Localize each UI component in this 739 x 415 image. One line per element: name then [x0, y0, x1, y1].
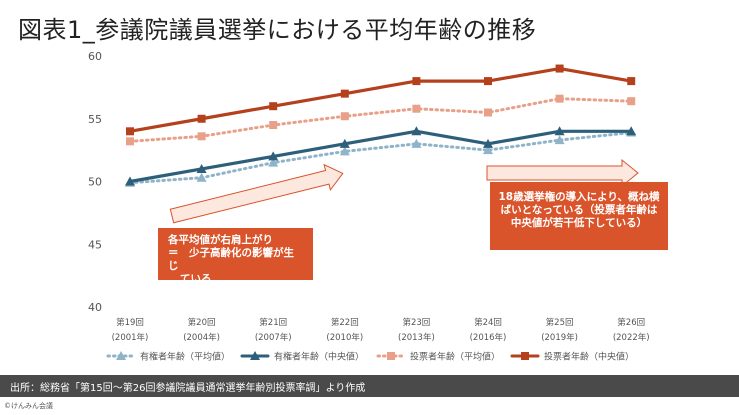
x-tick-label-year: (2004年): [183, 332, 220, 343]
data-point: [484, 108, 492, 117]
data-point: [627, 77, 636, 86]
data-point: [411, 138, 422, 148]
series-line-1: [128, 129, 633, 184]
data-point: [125, 176, 135, 186]
callout-trend-line2: ＝ 少子高齢化の影響が生じ: [168, 247, 294, 272]
x-tick-label-year: (2019年): [541, 332, 578, 343]
data-point: [196, 172, 207, 182]
source-text: 出所：総務省「第15回～第26回参議院議員通常選挙年齢別投票率調」より作成: [10, 383, 366, 394]
x-tick-label: 第20回: [188, 317, 216, 328]
source-bar: 出所：総務省「第15回～第26回参議院議員通常選挙年齢別投票率調」より作成: [0, 375, 739, 397]
x-tick-label-year: (2010年): [326, 332, 363, 343]
data-point: [126, 127, 134, 136]
x-tick-label-year: (2013年): [398, 332, 435, 343]
data-point: [269, 121, 278, 130]
data-point: [339, 138, 350, 148]
data-point: [339, 146, 350, 156]
y-tick-label: 50: [88, 176, 102, 189]
legend-marker: [521, 352, 529, 360]
data-point: [340, 112, 349, 121]
legend-marker: [250, 351, 260, 360]
copyright: ©けんみん会議: [4, 402, 53, 410]
y-tick-label: 45: [88, 238, 102, 251]
data-point: [412, 104, 421, 113]
callout-flat: 18歳選挙権の導入により、概ね横 ばいとなっている（投票者年齢は 中央値が若干低…: [490, 182, 668, 250]
y-tick-label: 40: [88, 301, 102, 314]
x-tick-label: 第22回: [331, 317, 359, 328]
x-tick-label: 第24回: [474, 317, 502, 328]
data-point: [483, 145, 493, 155]
y-tick-label: 60: [88, 50, 102, 63]
x-tick-label: 第19回: [116, 317, 144, 328]
callout-trend-line3: ている: [180, 273, 212, 285]
data-point: [268, 157, 279, 167]
data-point: [197, 132, 206, 141]
trend-arrow-right: [486, 158, 639, 188]
data-point: [268, 151, 279, 161]
legend-label: 投票者年齢（中央値）: [544, 351, 634, 363]
legend-marker: [387, 352, 395, 360]
legend-label: 投票者年齢（平均値）: [410, 351, 500, 363]
data-point: [196, 163, 207, 173]
series-line-0: [128, 131, 633, 185]
trend-arrow-left: [169, 163, 344, 224]
callout-trend: 各平均値が右肩上がり ＝ 少子高齢化の影響が生じ ている: [158, 228, 313, 285]
x-tick-label: 第25回: [546, 317, 574, 328]
page-title: 図表1_参議院議員選挙における平均年齢の推移: [18, 16, 537, 44]
x-tick-label: 第26回: [617, 317, 645, 328]
line-chart: 40 45 50 55 60 第19回 (2001年) 第20回 (2004年) 第21回 (200…: [88, 50, 650, 363]
x-tick-label-year: (2007年): [255, 332, 292, 343]
x-tick-label: 第23回: [402, 317, 430, 328]
series-line-2: [128, 97, 633, 143]
data-point: [555, 94, 564, 103]
x-tick-label-year: (2001年): [112, 332, 149, 343]
data-point: [554, 126, 565, 136]
callout-flat-line2: ばいとなっている（投票者年齢は: [500, 204, 658, 216]
data-point: [269, 102, 278, 111]
legend-label: 有権者年齢（平均値）: [140, 351, 230, 363]
legend-label: 有権者年齢（中央値）: [274, 351, 364, 363]
x-tick-label: 第21回: [259, 317, 287, 328]
data-point: [627, 97, 636, 106]
y-tick-label: 55: [88, 113, 102, 126]
data-point: [126, 137, 134, 146]
data-point: [555, 64, 564, 73]
callout-flat-line1: 18歳選挙権の導入により、概ね横: [498, 191, 660, 203]
data-point: [197, 114, 206, 123]
series-line-3: [128, 66, 633, 133]
x-tick-label-year: (2016年): [470, 332, 507, 343]
data-point: [483, 138, 493, 148]
callout-trend-line1: 各平均値が右肩上がり: [168, 234, 273, 246]
data-point: [412, 77, 421, 86]
x-tick-label-year: (2022年): [613, 332, 650, 343]
data-point: [484, 77, 492, 86]
data-point: [411, 126, 422, 136]
data-point: [340, 89, 349, 98]
data-point: [626, 126, 637, 136]
data-point: [554, 135, 565, 145]
callout-flat-line3: 中央値が若干低下している）: [510, 217, 648, 229]
legend-marker: [116, 351, 126, 360]
